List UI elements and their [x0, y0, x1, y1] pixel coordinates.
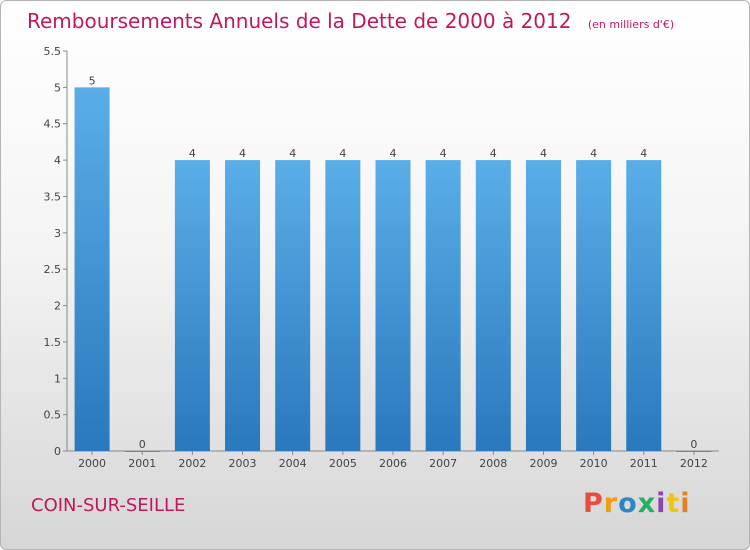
x-tick-label-2008: 2008: [479, 457, 507, 470]
x-tick-label-2005: 2005: [329, 457, 357, 470]
data-label-2005: 4: [339, 147, 346, 160]
x-tick-label-2004: 2004: [279, 457, 307, 470]
x-tick-label-2000: 2000: [78, 457, 106, 470]
data-label-2000: 5: [89, 74, 96, 87]
bar-2006: [375, 160, 411, 451]
data-label-2011: 4: [640, 147, 647, 160]
bar-2000: [74, 87, 110, 451]
y-tick-label: 2: [54, 300, 61, 313]
y-tick-label: 5: [54, 81, 61, 94]
x-tick-label-2002: 2002: [178, 457, 206, 470]
data-label-2001: 0: [139, 438, 146, 451]
x-tick-label-2001: 2001: [128, 457, 156, 470]
data-label-2003: 4: [239, 147, 246, 160]
bar-2008: [475, 160, 511, 451]
chart-title: Remboursements Annuels de la Dette de 20…: [27, 9, 674, 33]
logo-letter: P: [583, 488, 604, 519]
y-tick-label: 5.5: [44, 45, 62, 58]
data-label-2002: 4: [189, 147, 196, 160]
logo-letter: o: [618, 488, 638, 519]
x-tick-label-2006: 2006: [379, 457, 407, 470]
y-tick-label: 2.5: [44, 263, 62, 276]
logo-letter: i: [656, 488, 667, 519]
y-tick-label: 3: [54, 227, 61, 240]
bar-2011: [626, 160, 662, 451]
proxiti-logo: Proxiti: [583, 488, 691, 519]
y-tick-label: 4: [54, 154, 61, 167]
bar-2007: [425, 160, 461, 451]
y-tick-label: 4.5: [44, 118, 62, 131]
logo-letter: i: [680, 488, 691, 519]
data-label-2007: 4: [440, 147, 447, 160]
data-label-2008: 4: [490, 147, 497, 160]
bar-2010: [576, 160, 612, 451]
bar-2009: [525, 160, 561, 451]
logo-letter: t: [666, 488, 681, 519]
chart-title-text: Remboursements Annuels de la Dette de 20…: [27, 9, 572, 33]
bar-2001: [124, 451, 160, 452]
bar-2003: [225, 160, 261, 451]
x-tick-label-2012: 2012: [680, 457, 708, 470]
data-label-2012: 0: [690, 438, 697, 451]
chart-axes: 0 0.5 1 1.5 2 2.5 3 3.5 4 4.5 5 5.5 2000 2001 2002 2003…: [44, 45, 719, 470]
chart-unit: (en milliers d'€): [587, 18, 675, 31]
data-label-2010: 4: [590, 147, 597, 160]
y-tick-label: 0: [54, 445, 61, 458]
x-tick-label-2011: 2011: [630, 457, 658, 470]
y-tick-label: 1.5: [44, 336, 62, 349]
logo-letter: x: [637, 488, 657, 519]
x-tick-label-2007: 2007: [429, 457, 457, 470]
y-tick-label: 1: [54, 372, 61, 385]
data-label-2009: 4: [540, 147, 547, 160]
logo-letter: r: [603, 488, 619, 519]
x-tick-label-2009: 2009: [529, 457, 557, 470]
y-tick-label: 3.5: [44, 190, 62, 203]
bar-2002: [174, 160, 210, 451]
data-label-2004: 4: [289, 147, 296, 160]
chart-bars: 5 0 4 4 4 4 4 4 4 4 4 4 0: [74, 74, 712, 452]
commune-name: COIN-SUR-SEILLE: [31, 495, 186, 516]
data-label-2006: 4: [390, 147, 397, 160]
y-tick-label: 0.5: [44, 409, 62, 422]
bar-2005: [325, 160, 361, 451]
x-tick-label-2010: 2010: [580, 457, 608, 470]
bar-2004: [275, 160, 311, 451]
x-tick-label-2003: 2003: [229, 457, 257, 470]
bar-2012: [676, 451, 712, 452]
